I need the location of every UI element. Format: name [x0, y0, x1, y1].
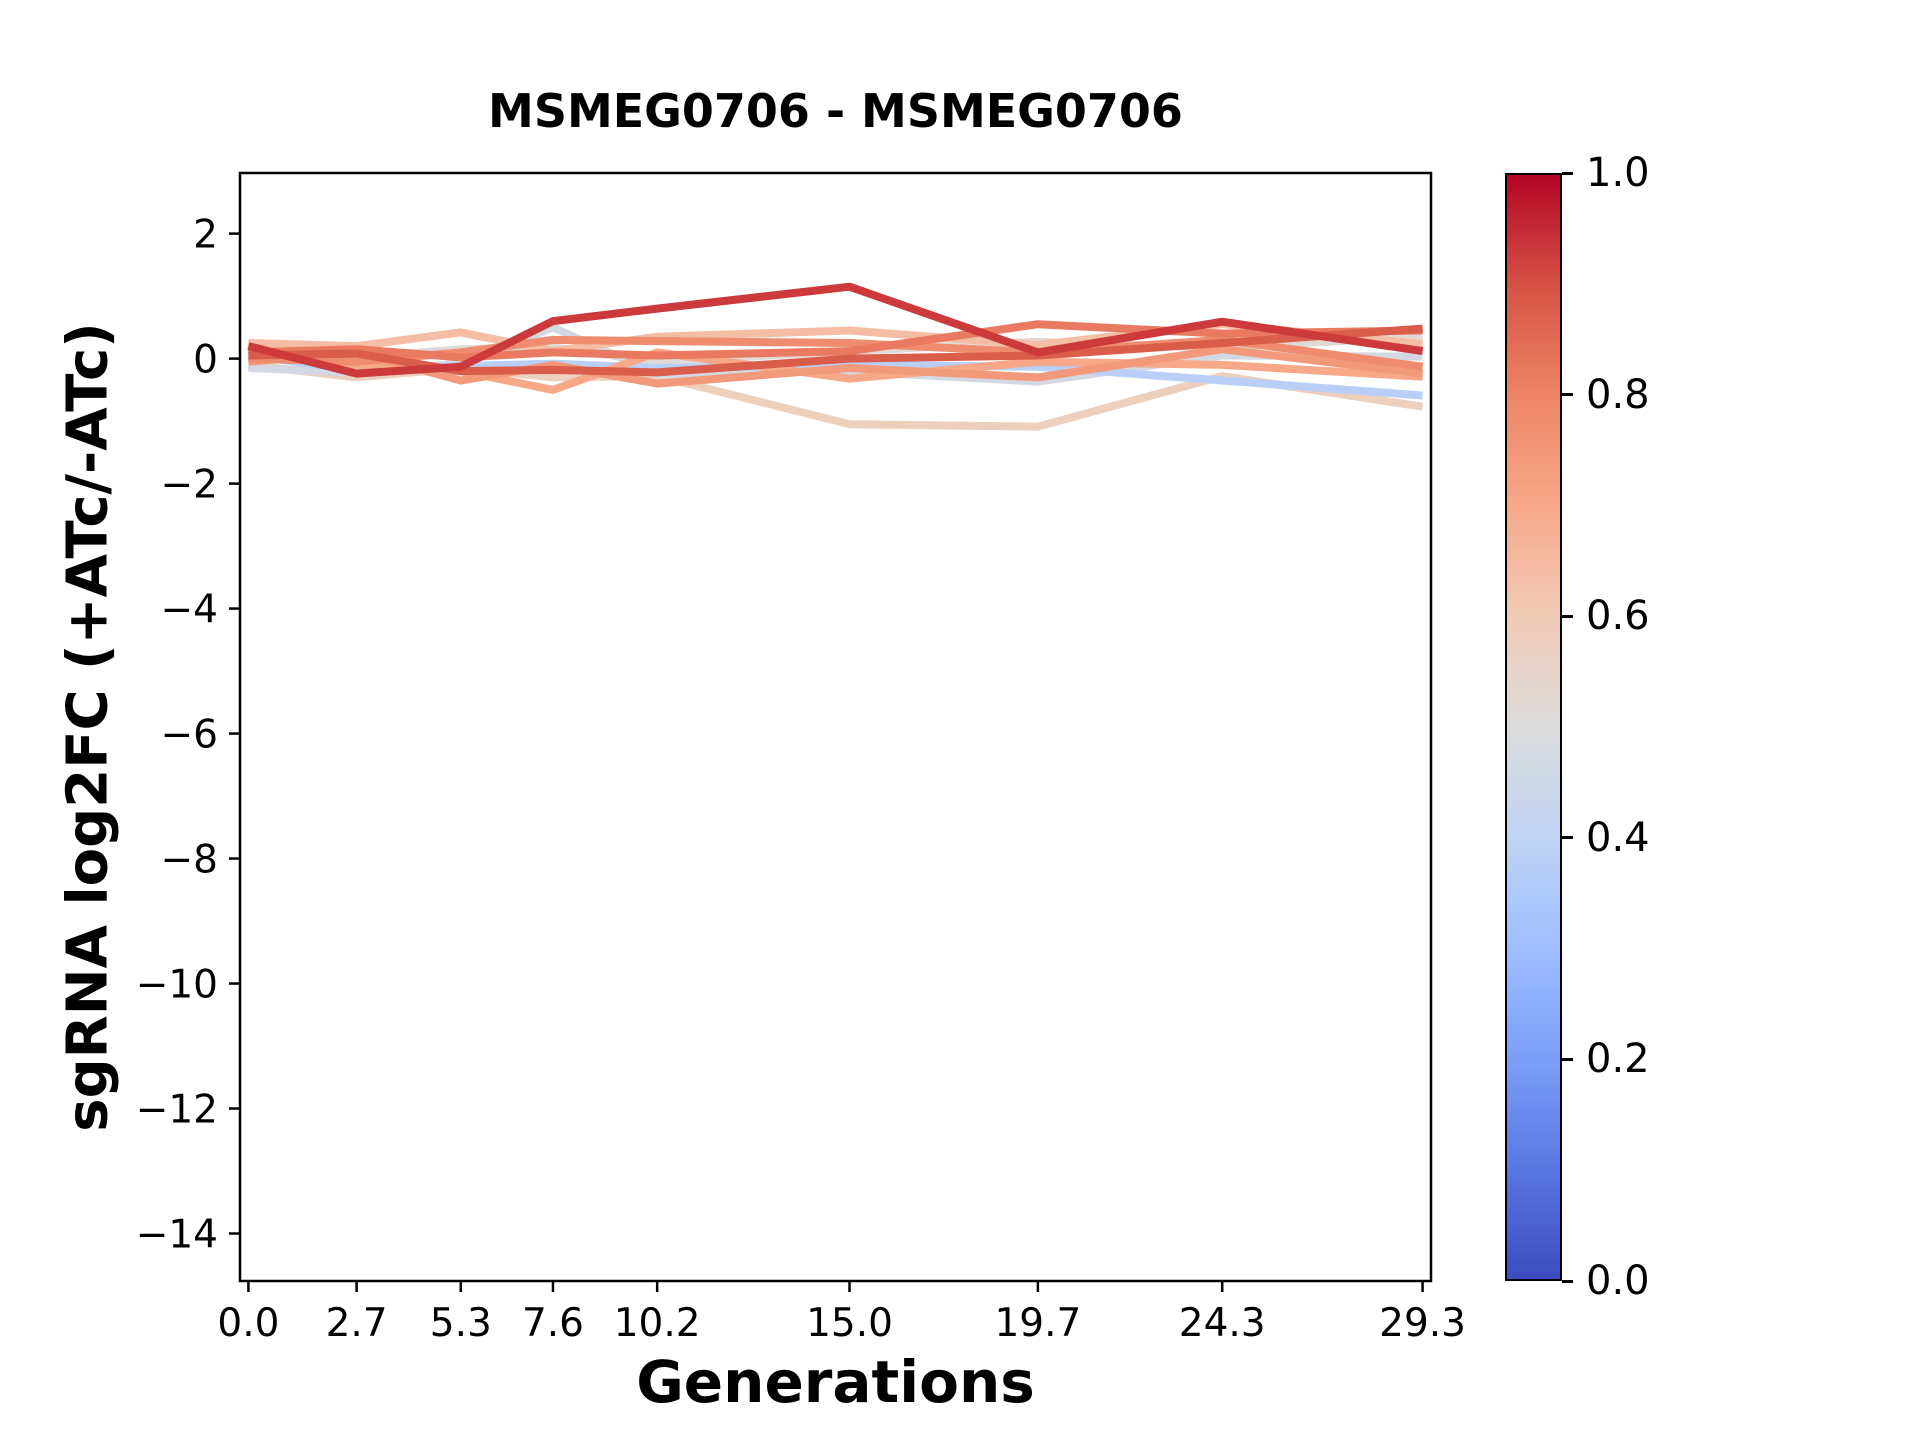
- y-tick-label: −4: [161, 588, 219, 633]
- colorbar-tick-label: 0.4: [1586, 814, 1650, 861]
- chart-title: MSMEG0706 - MSMEG0706: [488, 84, 1183, 138]
- plot-border: [238, 171, 1433, 1283]
- colorbar-tick: [1562, 836, 1573, 840]
- colorbar-tick: [1562, 1279, 1573, 1283]
- x-tick-label: 5.3: [430, 1301, 492, 1346]
- y-tick-label: −10: [136, 963, 218, 1008]
- y-tick-label: 0: [193, 338, 218, 383]
- x-tick-label: 7.6: [522, 1301, 584, 1346]
- series-line-10: [248, 324, 1423, 377]
- y-axis-label: sgRNA log2FC (+ATc/-ATc): [55, 322, 121, 1132]
- colorbar-tick-label: 0.8: [1586, 371, 1650, 418]
- colorbar-tick: [1562, 1057, 1573, 1061]
- y-tick-label: −12: [136, 1088, 218, 1133]
- x-tick-label: 29.3: [1379, 1301, 1466, 1346]
- colorbar-tick-label: 1.0: [1586, 150, 1650, 196]
- colorbar-tick: [1562, 614, 1573, 618]
- colorbar: [1505, 173, 1562, 1281]
- x-tick-label: 15.0: [806, 1301, 893, 1346]
- y-tick-label: −6: [161, 713, 219, 758]
- colorbar-tick-label: 0.6: [1586, 593, 1650, 640]
- x-axis-label: Generations: [636, 1348, 1035, 1416]
- x-tick-label: 10.2: [614, 1301, 701, 1346]
- x-tick-label: 24.3: [1179, 1301, 1266, 1346]
- colorbar-tick: [1562, 171, 1573, 175]
- y-tick-label: −14: [136, 1213, 218, 1258]
- series-line-11: [247, 282, 1424, 378]
- colorbar-tick-label: 0.2: [1586, 1036, 1650, 1083]
- x-tick-label: 0.0: [217, 1301, 279, 1346]
- colorbar-tick-label: 0.0: [1586, 1258, 1650, 1304]
- y-tick-label: −8: [161, 838, 219, 883]
- plot-area: 0.0 2.7 5.3 7.6 10.2 15.0 19.7 24.3 29.3 2 0 −2 −4 −6…: [136, 171, 1466, 1346]
- colorbar-tick: [1562, 393, 1573, 397]
- y-tick-label: −2: [161, 463, 219, 508]
- x-tick-label: 2.7: [326, 1301, 388, 1346]
- x-tick-label: 19.7: [994, 1301, 1081, 1346]
- y-tick-label: 2: [193, 213, 218, 258]
